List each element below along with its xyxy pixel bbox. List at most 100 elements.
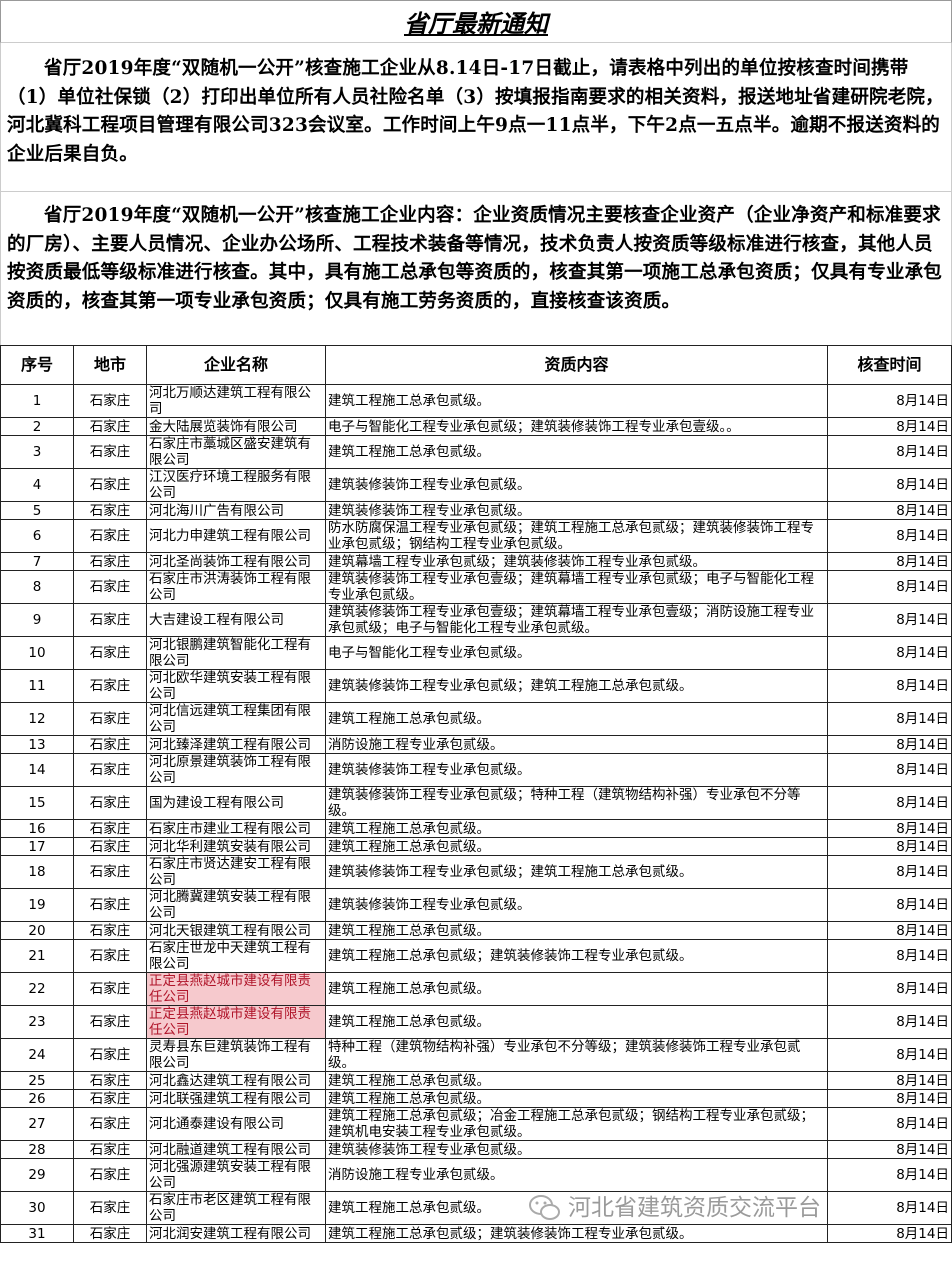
row-check-date: 8月14日 [827, 1224, 952, 1243]
row-number: 29 [0, 1158, 74, 1192]
row-city-text: 石家庄 [89, 645, 131, 661]
row-city: 石家庄 [73, 735, 147, 754]
row-company-name: 河北银鹏建筑智能化工程有限公司 [146, 636, 326, 670]
row-company-name-text: 灵寿县东巨建筑装饰工程有限公司 [149, 1039, 311, 1071]
row-city-text: 石家庄 [89, 762, 131, 778]
table-row: 13 石家庄 河北臻泽建筑工程有限公司 消防设施工程专业承包贰级。 8月14日 [0, 735, 952, 754]
row-check-date-text: 8月14日 [896, 645, 949, 661]
table-row: 14 石家庄 河北原景建筑装饰工程有限公司 建筑装修装饰工程专业承包贰级。 8月14日 [0, 753, 952, 787]
row-check-date-text: 8月14日 [896, 1047, 949, 1063]
row-qualification: 建筑工程施工总承包贰级。 [325, 435, 828, 469]
row-qualification-text: 建筑工程施工总承包贰级。 [328, 1090, 490, 1107]
table-row: 21 石家庄 石家庄世龙中天建筑工程有限公司 建筑工程施工总承包贰级；建筑装修装饰工程… [0, 939, 952, 973]
row-company-name-text: 石家庄市藁城区盛安建筑有限公司 [149, 436, 311, 468]
row-check-date: 8月14日 [827, 669, 952, 703]
row-number-text: 18 [28, 864, 46, 880]
row-check-date: 8月14日 [827, 1158, 952, 1192]
row-qualification: 建筑装修装饰工程专业承包壹级；建筑幕墙工程专业承包贰级；电子与智能化工程专业承包… [325, 570, 828, 604]
row-city: 石家庄 [73, 468, 147, 502]
table-row: 8 石家庄 石家庄市洪涛装饰工程有限公司 建筑装修装饰工程专业承包壹级；建筑幕墙工程专… [0, 570, 952, 604]
row-qualification-text: 建筑工程施工总承包贰级。 [328, 393, 490, 409]
row-city: 石家庄 [73, 1038, 147, 1072]
table-row: 15 石家庄 国为建设工程有限公司 建筑装修装饰工程专业承包贰级；特种工程（建筑物结构… [0, 786, 952, 820]
row-company-name-text: 河北力申建筑工程有限公司 [149, 528, 311, 544]
row-check-date-text: 8月14日 [896, 444, 949, 460]
row-check-date: 8月14日 [827, 1038, 952, 1072]
row-company-name-text: 江汉医疗环境工程服务有限公司 [149, 469, 311, 501]
table-row: 4 石家庄 江汉医疗环境工程服务有限公司 建筑装修装饰工程专业承包贰级。 8月14日 [0, 468, 952, 502]
row-qualification-text: 电子与智能化工程专业承包贰级。 [328, 645, 531, 661]
row-check-date: 8月14日 [827, 855, 952, 889]
row-city-text: 石家庄 [89, 711, 131, 727]
row-company-name: 河北润安建筑工程有限公司 [146, 1224, 326, 1243]
row-company-name-text: 河北融道建筑工程有限公司 [149, 1141, 311, 1158]
row-number-text: 8 [32, 579, 42, 595]
row-city: 石家庄 [73, 1107, 147, 1141]
row-city: 石家庄 [73, 1224, 147, 1243]
row-company-name-text: 河北海川广告有限公司 [149, 502, 284, 519]
table-row: 11 石家庄 河北欧华建筑安装工程有限公司 建筑装修装饰工程专业承包贰级；建筑工程施工… [0, 669, 952, 703]
row-city-text: 石家庄 [89, 922, 131, 939]
row-number: 5 [0, 501, 74, 520]
row-company-name-text: 河北臻泽建筑工程有限公司 [149, 736, 311, 753]
enterprise-table: 序号 地市 企业名称 资质内容 核查时间 1 石家庄 河北万顺达建筑工程有限公司 建筑… [0, 345, 952, 1243]
row-check-date: 8月14日 [827, 1140, 952, 1159]
row-number: 13 [0, 735, 74, 754]
row-company-name-text: 河北天银建筑工程有限公司 [149, 922, 311, 939]
row-check-date-text: 8月14日 [896, 579, 949, 595]
row-city: 石家庄 [73, 603, 147, 637]
table-row: 19 石家庄 河北腾冀建筑安装工程有限公司 建筑装修装饰工程专业承包贰级。 8月14日 [0, 888, 952, 922]
row-qualification: 电子与智能化工程专业承包贰级。 [325, 636, 828, 670]
header-qualification: 资质内容 [325, 345, 828, 385]
row-check-date: 8月14日 [827, 819, 952, 838]
row-company-name-text: 国为建设工程有限公司 [149, 795, 284, 811]
row-qualification-text: 建筑工程施工总承包贰级；建筑装修装饰工程专业承包贰级。 [328, 1225, 693, 1242]
row-check-date: 8月14日 [827, 384, 952, 418]
row-check-date-text: 8月14日 [896, 838, 949, 855]
row-company-name: 河北力申建筑工程有限公司 [146, 519, 326, 553]
row-number-text: 19 [28, 897, 46, 913]
row-number: 27 [0, 1107, 74, 1141]
row-company-name: 大吉建设工程有限公司 [146, 603, 326, 637]
row-city: 石家庄 [73, 972, 147, 1006]
row-company-name: 石家庄市老区建筑工程有限公司 [146, 1191, 326, 1225]
row-number: 30 [0, 1191, 74, 1225]
row-company-name-text: 河北联强建筑工程有限公司 [149, 1090, 311, 1107]
row-city-text: 石家庄 [89, 948, 131, 964]
row-number: 16 [0, 819, 74, 838]
row-city-text: 石家庄 [89, 1167, 131, 1183]
row-company-name-text: 金大陆展览装饰有限公司 [149, 418, 298, 435]
row-city: 石家庄 [73, 939, 147, 973]
table-row: 10 石家庄 河北银鹏建筑智能化工程有限公司 电子与智能化工程专业承包贰级。 8月14日 [0, 636, 952, 670]
row-number-text: 10 [28, 645, 46, 661]
table-row: 28 石家庄 河北融道建筑工程有限公司 建筑装修装饰工程专业承包贰级。 8月14日 [0, 1140, 952, 1159]
row-company-name-text: 河北鑫达建筑工程有限公司 [149, 1072, 311, 1089]
row-city: 石家庄 [73, 702, 147, 736]
row-city-text: 石家庄 [89, 477, 131, 493]
row-company-name: 河北圣尚装饰工程有限公司 [146, 552, 326, 571]
row-check-date: 8月14日 [827, 735, 952, 754]
row-qualification: 建筑工程施工总承包贰级；建筑装修装饰工程专业承包贰级。 [325, 939, 828, 973]
row-city: 石家庄 [73, 435, 147, 469]
row-check-date: 8月14日 [827, 972, 952, 1006]
row-number: 20 [0, 921, 74, 940]
row-company-name: 江汉医疗环境工程服务有限公司 [146, 468, 326, 502]
row-qualification-text: 建筑工程施工总承包贰级；冶金工程施工总承包贰级；钢结构工程专业承包贰级；建筑机电… [328, 1108, 814, 1140]
header-date: 核查时间 [827, 345, 952, 385]
row-number-text: 6 [32, 528, 42, 544]
table-row: 31 石家庄 河北润安建筑工程有限公司 建筑工程施工总承包贰级；建筑装修装饰工程专业承… [0, 1224, 952, 1243]
row-check-date-text: 8月14日 [896, 1141, 949, 1158]
row-check-date-text: 8月14日 [896, 477, 949, 493]
row-qualification: 消防设施工程专业承包贰级。 [325, 1158, 828, 1192]
row-number-text: 27 [28, 1116, 46, 1132]
row-city: 石家庄 [73, 636, 147, 670]
table-row: 27 石家庄 河北通泰建设有限公司 建筑工程施工总承包贰级；冶金工程施工总承包贰级；钢… [0, 1107, 952, 1141]
row-company-name: 正定县燕赵城市建设有限责任公司 [146, 1005, 326, 1039]
header-no: 序号 [0, 345, 74, 385]
row-city-text: 石家庄 [89, 1072, 131, 1089]
row-city-text: 石家庄 [89, 1047, 131, 1063]
row-number: 26 [0, 1089, 74, 1108]
row-number: 19 [0, 888, 74, 922]
row-city: 石家庄 [73, 1140, 147, 1159]
